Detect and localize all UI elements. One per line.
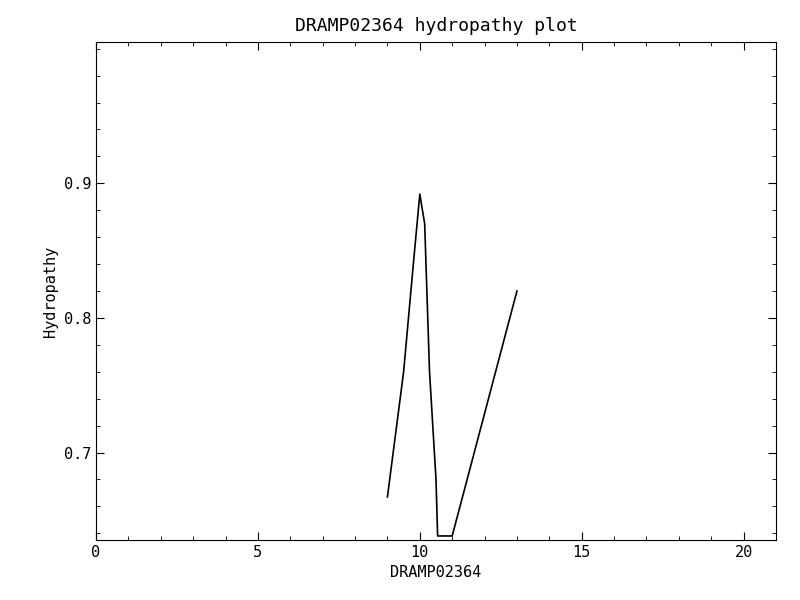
- Title: DRAMP02364 hydropathy plot: DRAMP02364 hydropathy plot: [294, 17, 578, 35]
- Y-axis label: Hydropathy: Hydropathy: [43, 245, 58, 337]
- X-axis label: DRAMP02364: DRAMP02364: [390, 565, 482, 580]
